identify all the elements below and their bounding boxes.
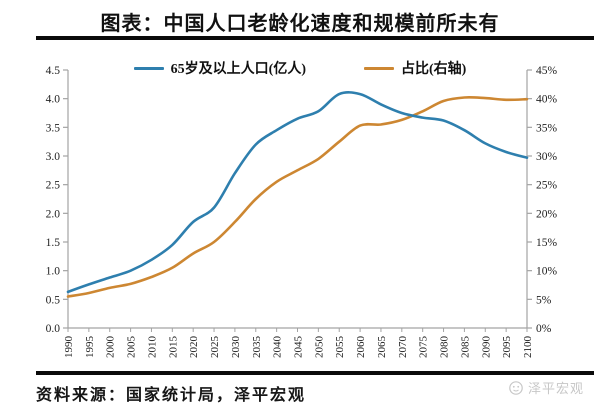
svg-text:2045: 2045 — [293, 336, 305, 359]
svg-text:4.0: 4.0 — [46, 94, 61, 106]
svg-text:2000: 2000 — [105, 336, 117, 359]
svg-text:1.5: 1.5 — [46, 237, 61, 249]
legend-item-share: 占比(右轴) — [364, 58, 466, 78]
population-line — [66, 91, 529, 294]
line-chart: 0.0 0.5 1.0 1.5 2.0 2.5 3.0 3.5 4.0 4.5 0% 5% 10% 15%… — [46, 65, 558, 358]
svg-text:3.0: 3.0 — [46, 151, 61, 163]
svg-text:2080: 2080 — [439, 336, 451, 359]
y-axis-left: 0.0 0.5 1.0 1.5 2.0 2.5 3.0 3.5 4.0 4.5 — [46, 65, 68, 335]
share-line — [66, 96, 529, 298]
svg-text:2.5: 2.5 — [46, 180, 61, 192]
svg-text:25%: 25% — [536, 180, 558, 192]
chart-area: 0.0 0.5 1.0 1.5 2.0 2.5 3.0 3.5 4.0 4.5 0% 5% 10% 15%… — [0, 50, 600, 371]
svg-text:2010: 2010 — [146, 336, 158, 359]
svg-text:0.0: 0.0 — [46, 323, 61, 335]
svg-text:5%: 5% — [536, 294, 552, 306]
x-axis-labels: 1990 1995 2000 2005 2010 2015 2020 2025 2030 2035… — [63, 328, 534, 358]
svg-text:3.5: 3.5 — [46, 122, 61, 134]
footer-divider — [36, 371, 594, 375]
svg-text:2.0: 2.0 — [46, 208, 61, 220]
watermark-logo-icon — [509, 380, 523, 395]
svg-text:2065: 2065 — [376, 336, 388, 359]
svg-text:0%: 0% — [536, 323, 552, 335]
svg-text:2055: 2055 — [334, 336, 346, 359]
legend-item-population: 65岁及以上人口(亿人) — [133, 58, 306, 78]
svg-text:4.5: 4.5 — [46, 65, 61, 77]
svg-text:40%: 40% — [536, 94, 558, 106]
watermark-text: 泽平宏观 — [527, 381, 584, 396]
svg-text:30%: 30% — [536, 151, 558, 163]
svg-text:2030: 2030 — [230, 336, 242, 359]
svg-text:15%: 15% — [536, 237, 558, 249]
svg-text:2070: 2070 — [397, 336, 409, 359]
share-line-swatch-icon — [364, 66, 394, 70]
svg-text:2085: 2085 — [459, 336, 471, 359]
axes — [67, 70, 528, 329]
svg-text:2015: 2015 — [167, 336, 179, 359]
svg-text:1.0: 1.0 — [46, 266, 61, 278]
svg-text:2040: 2040 — [272, 336, 284, 359]
svg-text:1995: 1995 — [84, 336, 96, 359]
svg-text:2035: 2035 — [251, 336, 263, 359]
svg-text:0.5: 0.5 — [46, 294, 61, 306]
svg-text:2100: 2100 — [522, 336, 534, 359]
svg-text:2025: 2025 — [209, 336, 221, 359]
y-axis-right: 0% 5% 10% 15% 20% 25% 30% 35% 40% 45% — [527, 65, 558, 335]
svg-text:2095: 2095 — [501, 336, 513, 359]
title-divider — [36, 36, 594, 40]
legend-label-population: 65岁及以上人口(亿人) — [170, 62, 306, 77]
svg-text:45%: 45% — [536, 65, 558, 77]
legend: 65岁及以上人口(亿人) 占比(右轴) — [0, 58, 600, 78]
svg-text:10%: 10% — [536, 266, 558, 278]
svg-text:20%: 20% — [536, 208, 558, 220]
population-line-swatch-icon — [133, 66, 164, 70]
svg-text:2050: 2050 — [313, 336, 325, 359]
page-title: 图表：中国人口老龄化速度和规模前所未有 — [100, 13, 500, 35]
legend-label-share: 占比(右轴) — [401, 62, 467, 77]
watermark: 泽平宏观 — [508, 378, 584, 397]
svg-text:2060: 2060 — [355, 336, 367, 359]
svg-text:1990: 1990 — [63, 336, 75, 359]
source-text: 资料来源：国家统计局，泽平宏观 — [36, 387, 307, 404]
svg-text:2090: 2090 — [480, 336, 492, 359]
svg-text:2020: 2020 — [188, 336, 200, 359]
svg-text:2075: 2075 — [418, 336, 430, 359]
svg-text:35%: 35% — [536, 122, 558, 134]
svg-text:2005: 2005 — [126, 336, 138, 359]
